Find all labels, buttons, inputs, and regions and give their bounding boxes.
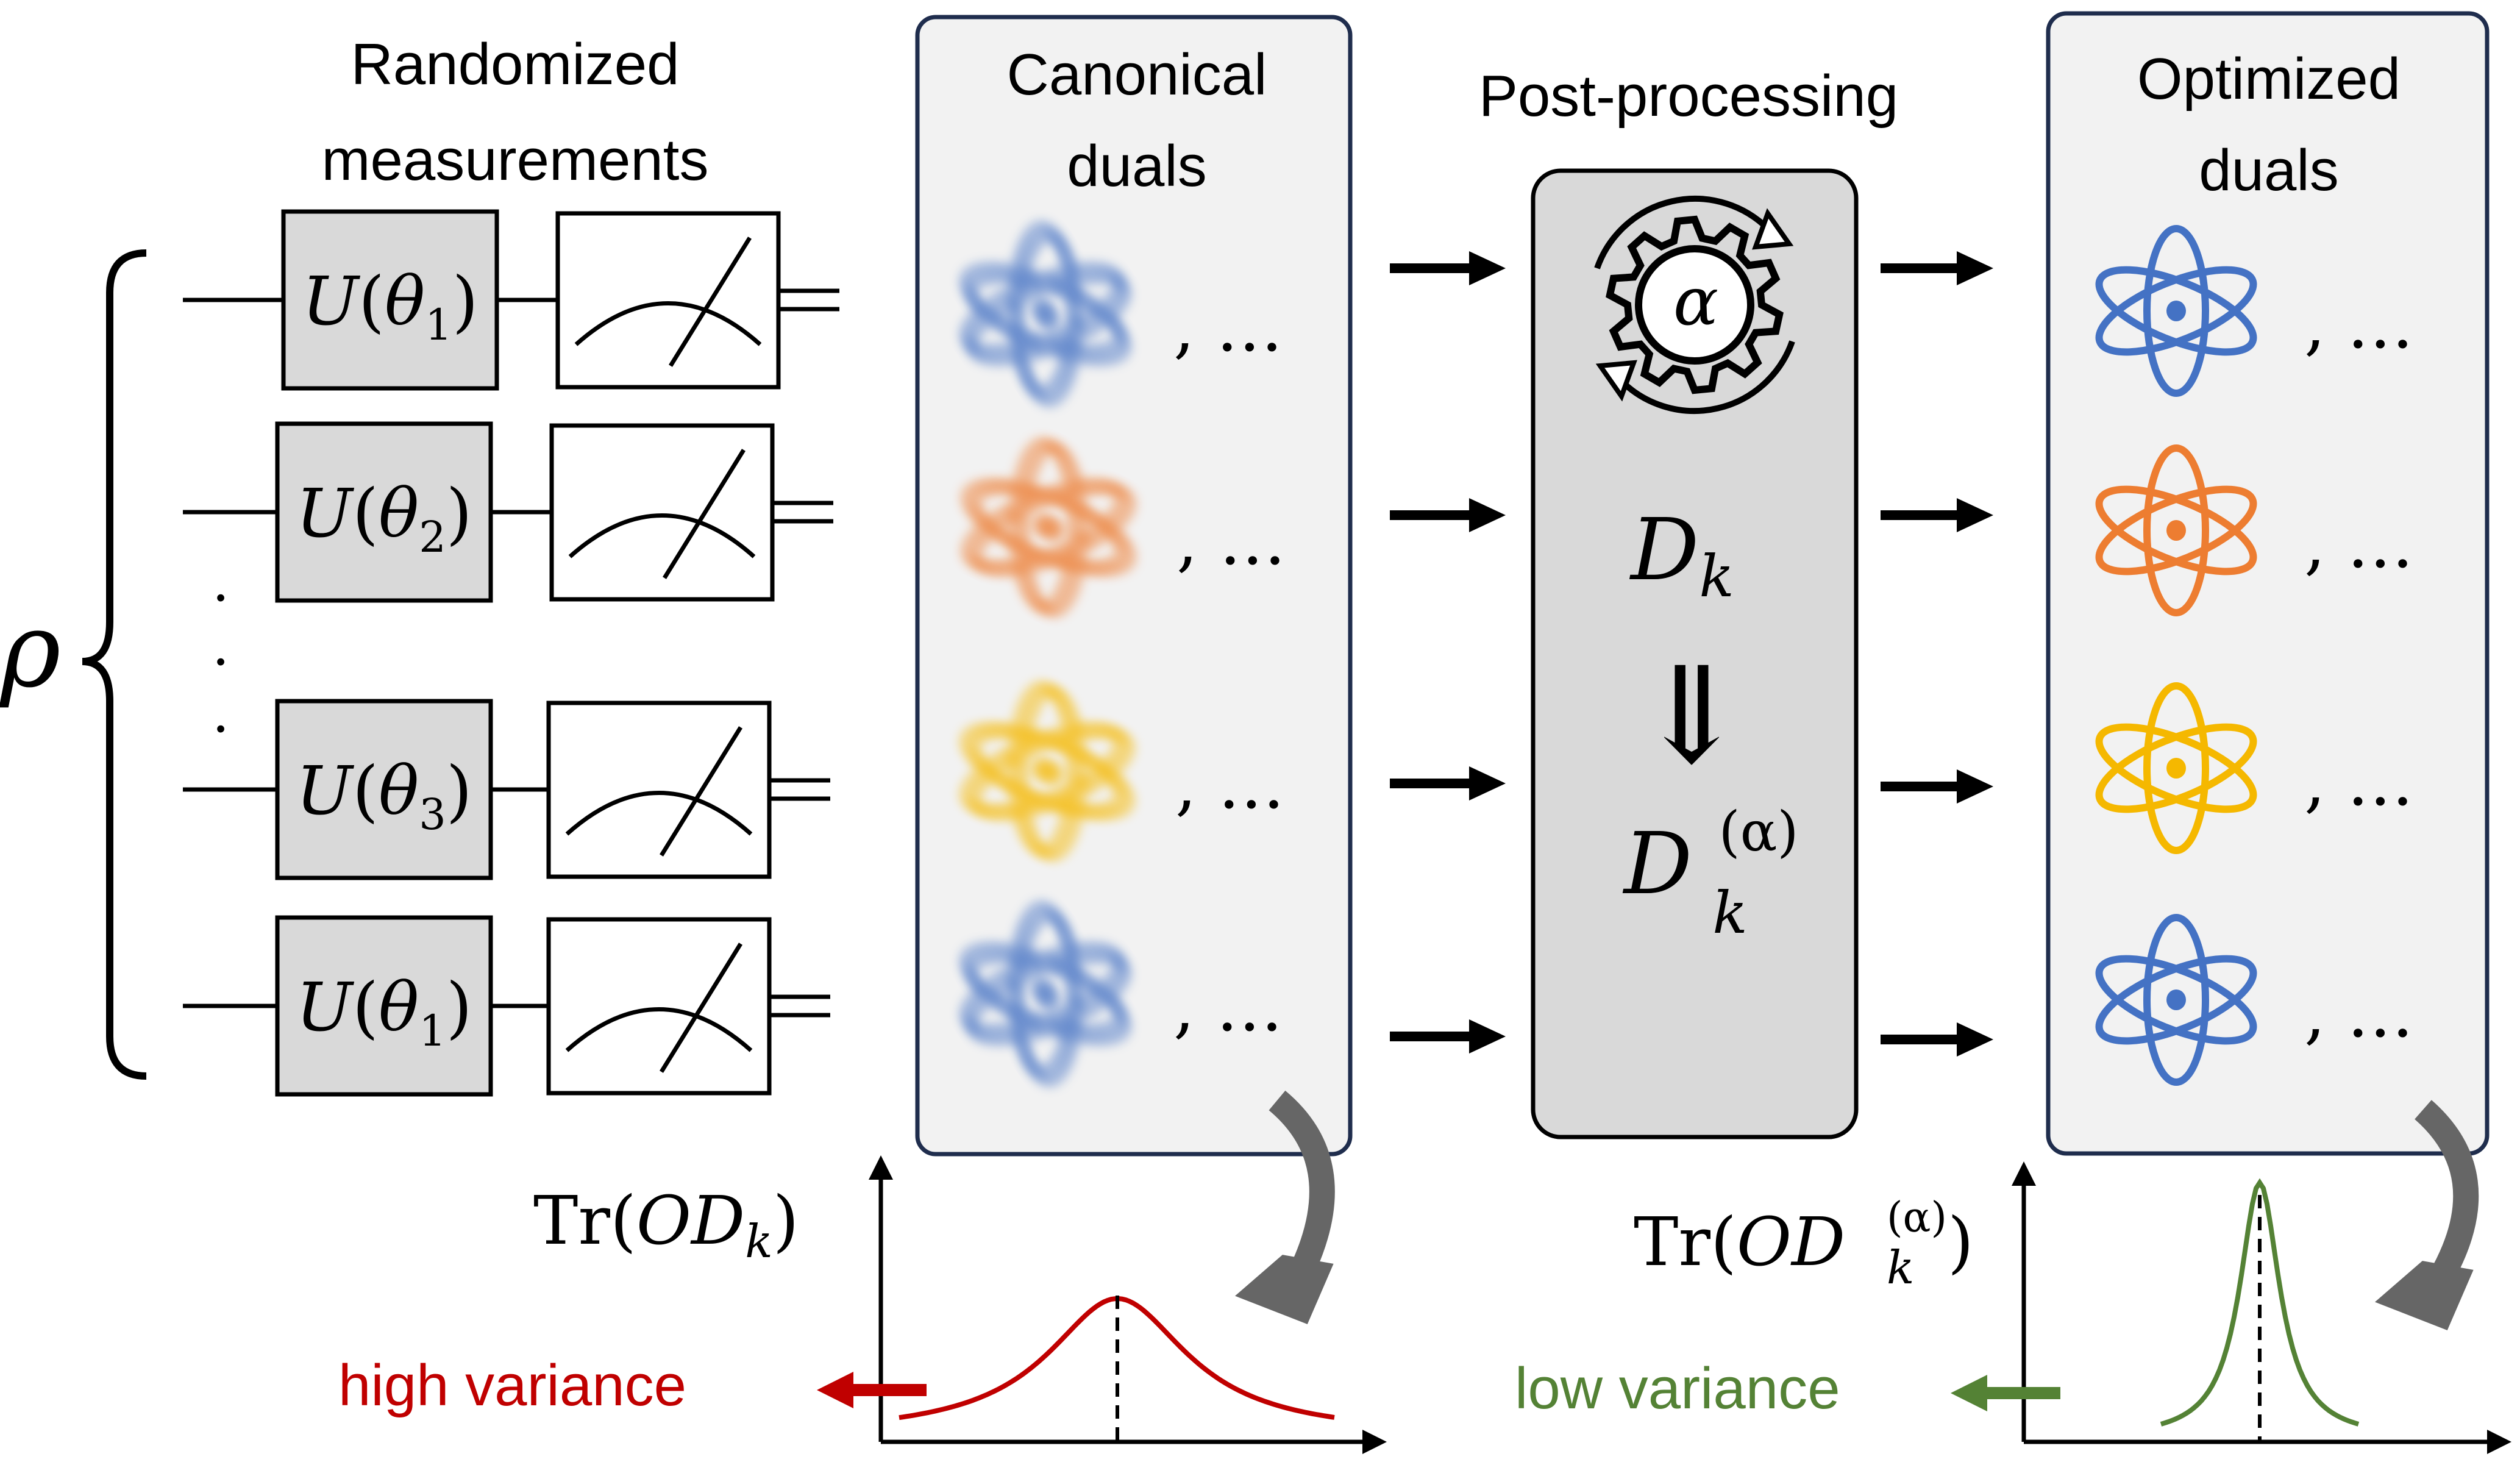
plot-left-label-prefix: Tr( xyxy=(533,1182,636,1260)
circuit-row: U(θ2) xyxy=(183,421,833,603)
gate-label: U(θ2) xyxy=(296,474,472,562)
high-variance-label: high variance xyxy=(338,1353,686,1418)
gate-label: U(θ3) xyxy=(296,752,472,840)
heading-optimized-line1: Optimized xyxy=(2137,46,2401,112)
ellipsis-canonical: , … xyxy=(1173,968,1283,1046)
heading-canonical-line2: duals xyxy=(1067,134,1207,199)
unitary-gate xyxy=(275,915,493,1097)
circuit-row: U(θ1) xyxy=(183,915,830,1097)
flow-arrow xyxy=(1881,1022,1993,1057)
gate-label-paren-close: ) xyxy=(446,968,472,1046)
gate-label-param: θ xyxy=(385,262,425,340)
flow-arrow xyxy=(1881,251,1993,285)
heading-optimized-line2: duals xyxy=(2199,138,2339,203)
flow-arrow xyxy=(1390,766,1506,800)
plot-right-label-sup: (α) xyxy=(1887,1194,1947,1242)
gate-label-paren-close: ) xyxy=(446,474,472,552)
gear-cycle-icon xyxy=(1594,195,1795,415)
circuit-row: U(θ1) xyxy=(183,209,839,391)
gate-label: U(θ1) xyxy=(296,968,472,1056)
dk-base: D xyxy=(1629,501,1699,600)
meter-icon xyxy=(549,703,769,877)
dka-sup: (α) xyxy=(1718,800,1798,864)
gear-alpha: α xyxy=(1673,262,1718,340)
ellipsis-optimized: , … xyxy=(2304,974,2414,1052)
plot-left-label-suffix: ) xyxy=(773,1182,799,1260)
plot-right-label-prefix: Tr( xyxy=(1634,1203,1737,1281)
plot-left-label: Tr(ODk) xyxy=(533,1182,799,1268)
dka-base: D xyxy=(1622,815,1692,914)
ellipsis-optimized: , … xyxy=(2304,743,2414,821)
gate-label-subscript: 3 xyxy=(419,790,446,840)
flow-arrows xyxy=(1390,251,1993,1057)
heading-postprocessing: Post-processing xyxy=(1479,63,1898,129)
gate-label-subscript: 1 xyxy=(425,300,452,350)
optimized-atoms: , … , … , … , … xyxy=(2089,229,2414,1082)
flow-arrow xyxy=(1390,251,1506,285)
high-variance-curve xyxy=(899,1296,1335,1421)
gate-label-paren-open: ( xyxy=(352,968,379,1046)
gate-label-fn: U xyxy=(302,262,360,340)
circuit-row: U(θ3) xyxy=(183,699,830,880)
low-variance-curve xyxy=(2160,1178,2360,1427)
gate-label-subscript: 1 xyxy=(419,1006,446,1056)
brace xyxy=(82,249,147,1080)
plot-high-variance xyxy=(869,1155,1387,1454)
gate-label-paren-open: ( xyxy=(358,262,385,340)
high-variance-arrow xyxy=(817,1372,927,1408)
ellipsis-optimized: , … xyxy=(2304,285,2414,363)
flow-arrow xyxy=(1881,498,1993,532)
gate-label-paren-open: ( xyxy=(352,752,379,830)
low-variance-label: low variance xyxy=(1515,1356,1840,1421)
ellipsis-canonical: , … xyxy=(1175,746,1285,824)
implies-arrow: ⇓ xyxy=(1636,638,1748,794)
plot-right-label-var: OD xyxy=(1737,1203,1845,1281)
rho-symbol: ρ xyxy=(0,590,61,711)
dka-sub: k xyxy=(1712,880,1748,947)
gate-label-param: θ xyxy=(379,968,419,1046)
dk-formula: Dk xyxy=(1629,501,1734,610)
meter-icon xyxy=(549,919,769,1093)
flow-arrow xyxy=(1390,1019,1506,1054)
vertical-dot-1: . xyxy=(212,550,230,614)
ellipsis-canonical: , … xyxy=(1176,502,1286,580)
meter-icon xyxy=(558,213,778,387)
meter-icon xyxy=(552,426,772,599)
ellipsis-optimized: , … xyxy=(2304,505,2414,583)
gate-label-paren-close: ) xyxy=(446,752,472,830)
vertical-dot-3: . xyxy=(212,681,230,745)
gate-label-paren-open: ( xyxy=(352,474,379,552)
gate-label-subscript: 2 xyxy=(419,512,446,562)
dk-sub: k xyxy=(1699,543,1734,610)
gate-label: U(θ1) xyxy=(302,262,478,350)
plot-left-label-var: OD xyxy=(636,1182,745,1260)
plot-right-label-suffix: ) xyxy=(1948,1203,1974,1281)
gate-label-fn: U xyxy=(296,752,354,830)
circuit-rows: U(θ1)U(θ2)U(θ3)U(θ1) xyxy=(183,209,839,1097)
low-variance-arrow xyxy=(1951,1375,2060,1411)
gate-label-param: θ xyxy=(379,752,419,830)
flow-arrow xyxy=(1881,769,1993,804)
heading-randomized-line2: measurements xyxy=(322,127,709,193)
flow-arrow xyxy=(1390,498,1506,532)
gate-label-paren-close: ) xyxy=(452,262,479,340)
curved-arrow-right xyxy=(2375,1100,2479,1330)
heading-randomized-line1: Randomized xyxy=(351,32,680,97)
gate-label-fn: U xyxy=(296,474,354,552)
plot-right-label-sub: k xyxy=(1887,1241,1914,1294)
optimized-duals-panel xyxy=(2046,11,2490,1156)
vertical-dot-2: . xyxy=(212,614,230,678)
heading-canonical-line1: Canonical xyxy=(1007,42,1267,107)
plot-right-label: Tr(OD xyxy=(1634,1203,1845,1281)
ellipsis-canonical: , … xyxy=(1173,288,1283,366)
gate-label-fn: U xyxy=(296,968,354,1046)
curved-arrow-left xyxy=(1235,1090,1335,1324)
plot-left-label-sub: k xyxy=(745,1214,772,1268)
canonical-atoms: , … , … , … , … xyxy=(953,224,1286,1083)
postprocessing-box xyxy=(1531,168,1859,1139)
gate-label-param: θ xyxy=(379,474,419,552)
